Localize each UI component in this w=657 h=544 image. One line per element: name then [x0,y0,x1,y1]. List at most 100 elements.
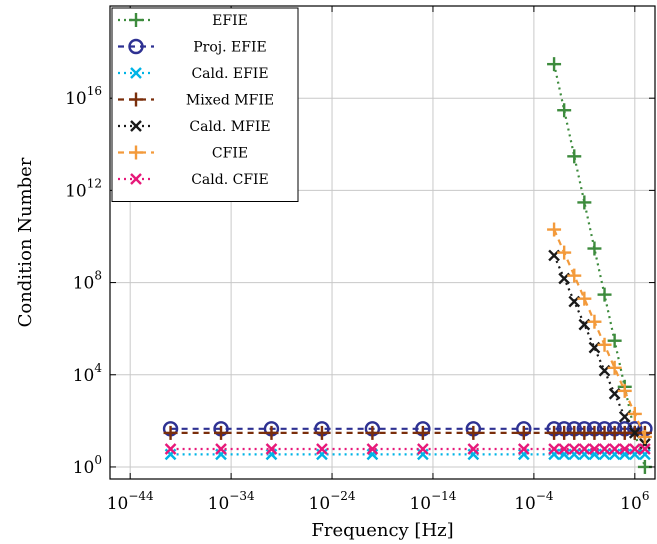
data-point [558,443,571,455]
data-point [568,443,581,455]
legend-box [111,7,299,202]
data-point [617,383,632,398]
data-point [587,241,602,256]
x-tick-exponent: −24 [330,489,356,503]
data-point [628,443,641,455]
data-point [597,337,612,352]
x-tick-base: 10 [409,494,431,514]
data-point [215,443,227,455]
x-tick-exponent: −44 [128,489,154,503]
data-point [164,443,177,455]
series-cald-cfie [164,443,651,455]
data-point [547,222,562,237]
legend-item: Cald. EFIE [118,66,269,82]
x-tick-label: 10−34 [208,489,255,514]
data-point [557,245,572,260]
data-point [415,425,430,440]
legend-marker [129,13,143,27]
series-line [553,255,646,445]
data-point [577,195,592,210]
data-point [517,443,530,455]
legend-marker [129,92,143,107]
legend-item: CFIE [118,145,248,162]
legend-marker [130,67,142,79]
data-point [547,57,562,72]
x-tick-label: 10−14 [409,489,456,514]
data-point [627,406,642,421]
legend-item: Cald. MFIE [118,119,271,135]
data-point [365,425,380,440]
x-tick-label: 10−4 [514,489,554,514]
x-tick-label: 10−44 [107,489,154,514]
data-point [637,429,652,444]
data-point [588,443,601,455]
series-efie [547,57,652,474]
legend-item: Cald. CFIE [118,172,269,188]
data-point [567,268,582,283]
data-point [163,425,178,440]
x-tick-exponent: −14 [431,489,457,503]
x-tick-base: 10 [309,494,331,514]
y-tick-label: 1012 [65,176,102,201]
x-tick-base: 10 [620,494,642,514]
data-point [548,443,560,455]
y-axis-label: Condition Number [15,157,36,327]
legend-label: CFIE [212,146,248,162]
legend-marker [130,120,142,132]
data-point [618,443,631,455]
data-point [214,425,229,440]
x-tick-base: 10 [107,494,129,514]
y-tick-exponent: 0 [94,453,102,467]
data-point [316,443,328,455]
x-tick-base: 10 [208,494,230,514]
series-layer [162,57,653,474]
data-point [366,443,379,455]
x-tick-exponent: 6 [642,489,650,503]
y-tick-label: 100 [73,453,102,478]
y-tick-base: 10 [65,89,87,109]
legend-label: Proj. EFIE [193,40,266,56]
legend-marker [128,38,144,55]
y-tick-exponent: 8 [94,269,102,283]
data-point [265,443,278,455]
x-axis-label: Frequency [Hz] [311,520,453,541]
data-point [516,425,531,440]
y-tick-exponent: 12 [87,176,102,190]
data-point [607,360,622,375]
data-point [598,443,611,455]
y-tick-exponent: 4 [94,361,102,375]
data-point [587,314,602,329]
axis-ticks: 10−44 10−34 10−24 10−14 10−4 1061001041081012… [65,6,655,514]
x-tick-label: 10−24 [309,489,356,514]
y-tick-base: 10 [73,274,95,294]
series-line [553,63,646,468]
legend-marker [129,145,143,160]
series-cfie [547,222,652,444]
data-point [607,333,622,348]
series-line [553,229,646,438]
data-point [608,443,621,455]
y-tick-label: 1016 [65,84,102,109]
legend-label: Cald. EFIE [191,66,268,82]
y-tick-exponent: 16 [87,84,102,98]
series-mixed-mfie [163,425,652,440]
data-point [417,443,429,455]
legend-label: Mixed MFIE [186,93,274,109]
legend: EFIE Proj. EFIE Cald. EFIE Mixed MFIE Cald. … [111,7,299,202]
data-point [557,103,572,118]
data-point [639,443,651,455]
y-tick-base: 10 [73,366,95,386]
legend-marker [130,173,142,185]
y-tick-label: 108 [73,269,102,294]
legend-item: Mixed MFIE [118,92,274,109]
data-point [567,149,582,164]
y-tick-base: 10 [73,458,95,478]
y-tick-base: 10 [65,181,87,201]
legend-label: EFIE [212,13,248,29]
legend-label: Cald. MFIE [189,119,270,135]
data-point [578,443,591,455]
data-point [264,425,279,440]
data-point [577,291,592,306]
data-point [314,425,329,440]
